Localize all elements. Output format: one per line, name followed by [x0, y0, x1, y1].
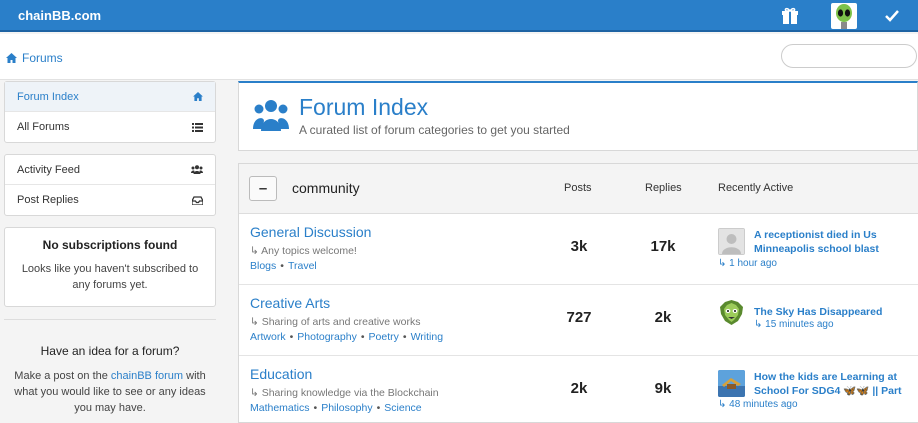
gift-button[interactable] — [772, 0, 808, 32]
sidebar-item-post-replies[interactable]: Post Replies — [5, 185, 215, 215]
sidebar-item-forum-index[interactable]: Forum Index — [5, 82, 215, 112]
table-row: Creative Arts ↳ Sharing of arts and crea… — [239, 285, 918, 356]
category-name: community — [292, 180, 360, 196]
no-subscriptions-text: Looks like you haven't subscribed to any… — [21, 263, 199, 291]
sidebar-item-label: Activity Feed — [17, 163, 80, 176]
page-subtitle: A curated list of forum categories to ge… — [299, 123, 570, 137]
tag-separator: • — [280, 260, 284, 272]
breadcrumb[interactable]: Forums — [6, 51, 63, 65]
collapse-button[interactable]: – — [249, 176, 277, 201]
recent-thumbnail[interactable] — [718, 299, 745, 326]
tag-separator: • — [376, 402, 381, 414]
forum-description: ↳ Sharing of arts and creative works — [250, 316, 421, 328]
replies-count: 2k — [654, 309, 672, 326]
tag-link[interactable]: Science — [384, 402, 422, 414]
recent-thumbnail[interactable] — [718, 228, 745, 255]
avatar — [831, 3, 857, 29]
sidebar-activity: Activity Feed Post Replies — [4, 154, 216, 216]
sidebar-item-label: All Forums — [17, 121, 70, 133]
column-posts: Posts — [564, 182, 592, 194]
gift-icon — [782, 7, 798, 24]
forum-tags: Artwork • Photography • Poetry • Writing — [250, 331, 443, 343]
brand-logo[interactable]: chainBB.com — [18, 8, 102, 23]
column-replies: Replies — [645, 182, 682, 194]
idea-text-after: with what you would like to see or any i… — [14, 370, 206, 414]
recent-time: ↳ 1 hour ago — [718, 258, 777, 269]
sidebar-item-label: Post Replies — [17, 194, 79, 206]
sidebar-item-activity-feed[interactable]: Activity Feed — [5, 155, 215, 185]
forum-index-header: Forum Index A curated list of forum cate… — [238, 81, 918, 151]
check-button[interactable] — [874, 0, 910, 32]
breadcrumb-forums[interactable]: Forums — [22, 51, 63, 65]
idea-text: Make a post on the chainBB forum with wh… — [4, 368, 216, 416]
forum-idea-panel: Have an idea for a forum? Make a post on… — [4, 319, 216, 423]
posts-count: 727 — [566, 309, 592, 326]
tag-link[interactable]: Travel — [287, 260, 317, 272]
posts-count: 2k — [570, 380, 588, 397]
school-photo-icon — [718, 370, 745, 397]
tag-link[interactable]: Photography — [297, 331, 357, 343]
category-table: – community Posts Replies Recently Activ… — [238, 163, 918, 423]
sidebar-item-label: Forum Index — [17, 90, 79, 103]
home-icon — [6, 53, 17, 63]
replies-count: 9k — [654, 380, 672, 397]
user-avatar-button[interactable] — [828, 0, 860, 32]
users-icon — [253, 100, 289, 131]
recent-post-link[interactable]: The Sky Has Disappeared — [754, 306, 883, 318]
forum-tags: Mathematics • Philosophy • Science — [250, 402, 422, 414]
tag-link[interactable]: Blogs — [250, 260, 277, 272]
users-icon — [191, 165, 203, 174]
page-title: Forum Index — [299, 94, 429, 120]
tag-separator: • — [289, 331, 294, 343]
recent-post-link[interactable]: How the kids are Learning at School For … — [754, 371, 902, 397]
alien-avatar-icon — [836, 4, 852, 29]
column-recently-active: Recently Active — [718, 182, 794, 194]
forum-description: ↳ Sharing knowledge via the Blockchain — [250, 387, 439, 399]
category-header: – community Posts Replies Recently Activ… — [239, 164, 918, 214]
recent-time: ↳ 15 minutes ago — [754, 319, 834, 330]
no-subscriptions-title: No subscriptions found — [42, 238, 178, 252]
tag-separator: • — [313, 402, 318, 414]
green-mask-icon — [720, 300, 743, 325]
recent-thumbnail[interactable] — [718, 370, 745, 397]
default-user-icon — [719, 229, 744, 254]
tag-separator: • — [402, 331, 407, 343]
subscriptions-panel: No subscriptions found Looks like you ha… — [4, 227, 216, 307]
tag-link[interactable]: Writing — [410, 331, 444, 343]
inbox-icon — [192, 195, 203, 205]
tag-link[interactable]: Mathematics — [250, 402, 310, 414]
forum-tags: Blogs • Travel — [250, 260, 317, 272]
table-row: Education ↳ Sharing knowledge via the Bl… — [239, 356, 918, 423]
recent-post-link[interactable]: A receptionist died in Us Minneapolis sc… — [754, 229, 879, 255]
forum-description: ↳ Any topics welcome! — [250, 245, 357, 257]
idea-title: Have an idea for a forum? — [40, 344, 180, 358]
posts-count: 3k — [570, 238, 588, 255]
home-icon — [193, 92, 203, 101]
recent-time: ↳ 48 minutes ago — [718, 399, 798, 410]
tag-link[interactable]: Poetry — [368, 331, 399, 343]
list-icon — [192, 122, 203, 132]
tag-link[interactable]: Artwork — [250, 331, 286, 343]
tag-link[interactable]: Philosophy — [321, 402, 373, 414]
sub-header: Forums — [0, 34, 918, 80]
replies-count: 17k — [650, 238, 676, 255]
top-navbar: chainBB.com — [0, 0, 918, 32]
forum-link[interactable]: General Discussion — [250, 224, 372, 240]
chainbb-forum-link[interactable]: chainBB forum — [110, 370, 184, 382]
check-icon — [885, 10, 899, 22]
search-input[interactable] — [781, 44, 917, 68]
idea-text-before: Make a post on the — [14, 370, 111, 382]
forum-link[interactable]: Creative Arts — [250, 295, 331, 311]
forum-link[interactable]: Education — [250, 366, 313, 382]
tag-separator: • — [360, 331, 365, 343]
sidebar-nav: Forum Index All Forums — [4, 81, 216, 143]
sidebar-item-all-forums[interactable]: All Forums — [5, 112, 215, 142]
table-row: General Discussion ↳ Any topics welcome!… — [239, 214, 918, 285]
